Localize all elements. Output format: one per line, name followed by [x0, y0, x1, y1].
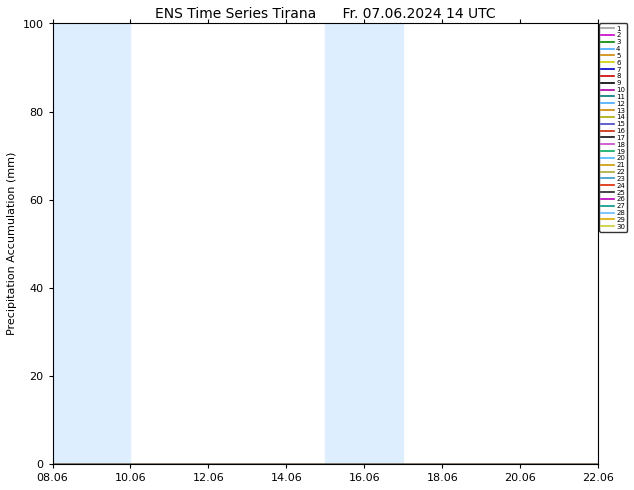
- Bar: [91, 24, 131, 464]
- Y-axis label: Precipitation Accumulation (mm): Precipitation Accumulation (mm): [7, 152, 17, 336]
- Legend: 1, 2, 3, 4, 5, 6, 7, 8, 9, 10, 11, 12, 13, 14, 15, 16, 17, 18, 19, 20, 21, 22, 2: 1, 2, 3, 4, 5, 6, 7, 8, 9, 10, 11, 12, 1…: [599, 24, 627, 232]
- Bar: [365, 24, 403, 464]
- Title: ENS Time Series Tirana      Fr. 07.06.2024 14 UTC: ENS Time Series Tirana Fr. 07.06.2024 14…: [155, 7, 496, 21]
- Bar: [598, 24, 618, 464]
- Bar: [53, 24, 91, 464]
- Bar: [325, 24, 365, 464]
